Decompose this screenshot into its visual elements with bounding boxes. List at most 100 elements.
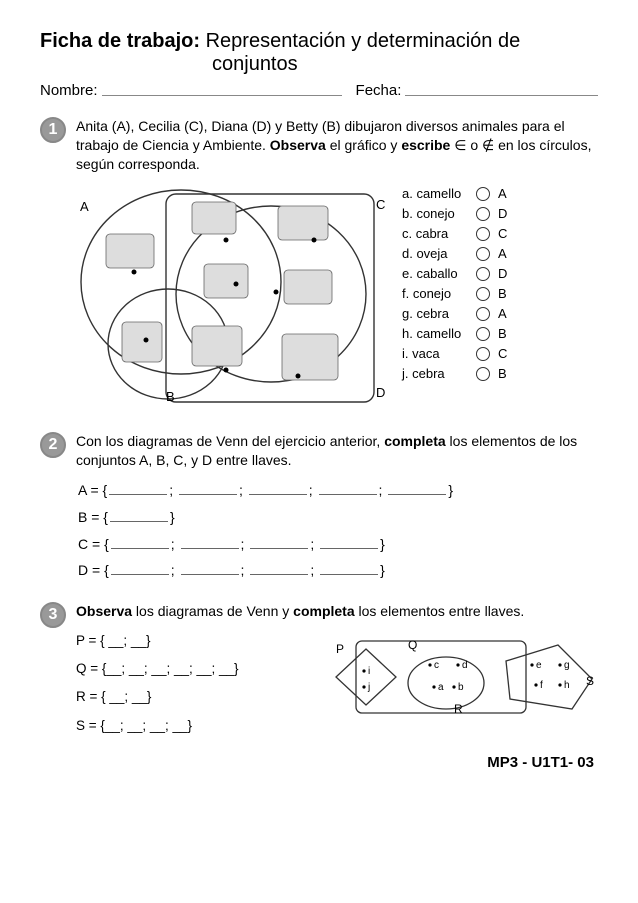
set-slot[interactable] [111,563,169,575]
ex3-text-c: completa [293,603,354,619]
ex3-text-a: Observa [76,603,132,619]
key-set: B [498,325,512,343]
set-slot[interactable] [110,510,168,522]
answer-circle[interactable] [476,347,490,361]
key-set: A [498,245,512,263]
key-set: A [498,305,512,323]
key-row: g. cebra A [402,304,598,324]
exercise-number-1: 1 [40,117,66,143]
set-slot[interactable] [179,483,237,495]
key-set: B [498,285,512,303]
set-slot[interactable] [320,537,378,549]
answer-circle[interactable] [476,327,490,341]
worksheet-header: Ficha de trabajo: Representación y deter… [40,30,598,99]
key-row: b. conejoD [402,204,598,224]
key-set: C [498,345,512,363]
set-slot[interactable] [181,537,239,549]
ex3-set-line[interactable]: R = { __; __} [76,683,276,711]
exercise-2: 2 Con los diagramas de Venn del ejercici… [40,432,598,584]
key-set: B [498,365,512,383]
svg-text:i: i [368,666,370,677]
set-line: D = {; ; ; } [78,557,598,584]
key-text: h. camello [402,325,474,343]
key-text: i. vaca [402,345,474,363]
ex2-text-a: Con los diagramas de Venn del ejercicio … [76,433,384,449]
exercise-1: 1 Anita (A), Cecilia (C), Diana (D) y Be… [40,117,598,414]
key-text: c. cabra [402,225,474,243]
diag-label-r: R [454,702,463,716]
ex3-set-line[interactable]: S = {__; __; __; __} [76,712,276,740]
answer-circle[interactable] [476,207,490,221]
date-input-line[interactable] [405,82,598,96]
venn-label-d: D [376,384,385,402]
page-footer: MP3 - U1T1- 03 [40,754,598,771]
answer-key-column: a. camelloAb. conejoDc. cabraCd. ovejaAe… [386,184,598,414]
key-set: D [498,265,512,283]
name-input-line[interactable] [102,82,342,96]
set-slot[interactable] [320,563,378,575]
set-slot[interactable] [249,483,307,495]
set-slot[interactable] [109,483,167,495]
exercise-3-instructions: Observa los diagramas de Venn y completa… [76,602,598,621]
key-row: d. oveja A [402,244,598,264]
svg-text:j: j [367,682,370,693]
ex1-text-c: el gráfico y [326,137,401,153]
ex1-text-b: Observa [270,137,326,153]
ex2-text-b: completa [384,433,445,449]
exercise-number-2: 2 [40,432,66,458]
exercise-1-instructions: Anita (A), Cecilia (C), Diana (D) y Bett… [76,117,598,174]
venn-label-b: B [166,388,175,406]
key-set: D [498,205,512,223]
set-slot[interactable] [250,563,308,575]
key-set: C [498,225,512,243]
key-text: f. conejo [402,285,474,303]
set-slot[interactable] [388,483,446,495]
ex3-text-d: los elementos entre llaves. [355,603,525,619]
exercise-2-sets: A = {; ; ; ; }B = {}C = {; ; ; }D = {; ;… [76,477,598,583]
exercise-number-3: 3 [40,602,66,628]
key-row: f. conejo B [402,284,598,304]
key-row: h. camello B [402,324,598,344]
exercise-3: 3 Observa los diagramas de Venn y comple… [40,602,598,740]
key-row: j. cebra B [402,364,598,384]
diag-label-p: P [336,642,344,656]
answer-circle[interactable] [476,247,490,261]
venn-label-a: A [80,198,89,216]
key-row: a. camelloA [402,184,598,204]
key-set: A [498,185,512,203]
venn-diagram: A B C D [76,184,386,414]
set-line: B = {} [78,504,598,531]
set-line: C = {; ; ; } [78,531,598,558]
header-prefix: Ficha de trabajo: [40,30,200,52]
set-slot[interactable] [111,537,169,549]
set-slot[interactable] [181,563,239,575]
set-slot[interactable] [250,537,308,549]
svg-text:a: a [438,682,444,693]
header-title-2: conjuntos [40,53,598,76]
answer-circle[interactable] [476,187,490,201]
ex1-text-d: escribe [401,137,450,153]
key-row: i. vaca C [402,344,598,364]
answer-circle[interactable] [476,307,490,321]
answer-circle[interactable] [476,367,490,381]
name-label: Nombre: [40,82,98,99]
svg-text:b: b [458,682,464,693]
svg-text:g: g [564,660,570,671]
key-text: d. oveja [402,245,474,263]
answer-circle[interactable] [476,287,490,301]
ex3-set-line[interactable]: P = { __; __} [76,627,276,655]
ex3-set-line[interactable]: Q = {__; __; __; __; __; __} [76,655,276,683]
answer-circle[interactable] [476,267,490,281]
answer-circle[interactable] [476,227,490,241]
date-label: Fecha: [356,82,402,99]
set-slot[interactable] [319,483,377,495]
venn-label-c: C [376,196,385,214]
exercise-2-instructions: Con los diagramas de Venn del ejercicio … [76,432,598,470]
svg-text:e: e [536,660,542,671]
diag-label-s: S [586,674,594,688]
svg-text:f: f [540,680,543,691]
key-text: g. cebra [402,305,474,323]
key-text: j. cebra [402,365,474,383]
header-title-1: Representación y determinación de [206,30,521,52]
svg-text:h: h [564,680,570,691]
